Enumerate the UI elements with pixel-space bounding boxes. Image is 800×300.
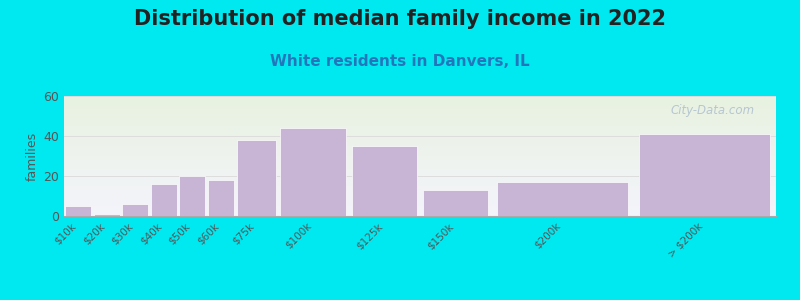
Text: Distribution of median family income in 2022: Distribution of median family income in … xyxy=(134,9,666,29)
Bar xyxy=(352,146,417,216)
Bar xyxy=(94,214,120,216)
Text: White residents in Danvers, IL: White residents in Danvers, IL xyxy=(270,54,530,69)
Bar xyxy=(281,128,346,216)
Y-axis label: families: families xyxy=(26,131,39,181)
Bar xyxy=(179,176,206,216)
Bar xyxy=(65,206,91,216)
Text: City-Data.com: City-Data.com xyxy=(670,104,754,117)
Bar xyxy=(207,180,234,216)
Bar xyxy=(122,204,148,216)
Bar xyxy=(423,190,488,216)
Bar xyxy=(150,184,177,216)
Bar xyxy=(639,134,770,216)
Bar xyxy=(237,140,276,216)
Bar xyxy=(497,182,628,216)
